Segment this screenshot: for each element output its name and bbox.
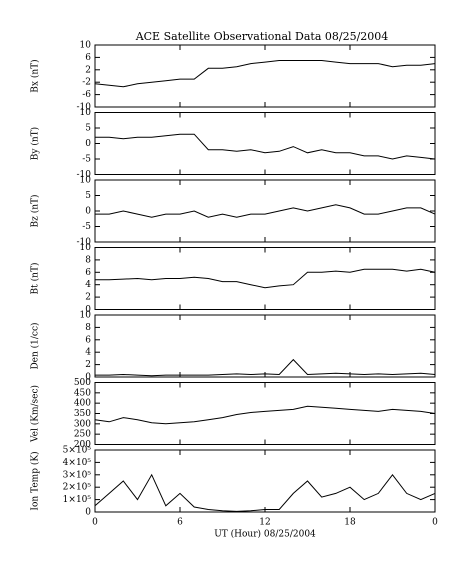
y-tick-label: 0 [85,207,91,217]
x-tick-label: 0 [432,518,438,528]
y-tick-label: 5×10⁵ [63,446,92,456]
y-tick-label: 2 [85,360,91,370]
y-tick-label: 300 [74,419,91,429]
y-axis-label: Den (1/cc) [30,322,41,369]
y-tick-label: 4 [85,348,91,358]
y-tick-label: 0 [85,305,91,315]
y-tick-label: -5 [82,222,91,232]
y-tick-label: -10 [77,170,92,180]
y-tick-label: 5 [85,124,91,134]
y-axis-label: By (nT) [30,127,41,160]
y-tick-label: 8 [85,255,91,265]
y-tick-label: 6 [85,335,91,345]
panel-frame [94,179,436,243]
data-line [95,358,436,377]
y-tick-label: 500 [74,378,91,388]
data-line [95,204,436,218]
panel-frame [94,247,436,310]
y-tick-label: 2×10⁵ [63,483,92,493]
y-tick-label: 0 [85,139,91,149]
panel-frame [94,314,436,378]
y-tick-label: 450 [74,388,91,398]
panel-frame [94,44,436,108]
data-line [94,405,436,425]
panel-frame [94,112,436,175]
y-tick-label: 4×10⁵ [63,458,92,468]
data-line [94,60,436,88]
y-tick-label: 6 [85,268,91,278]
y-axis-label: Bx (nT) [30,59,41,92]
y-tick-label: 3×10⁵ [63,470,92,480]
y-axis-label: Vel (Km/sec) [30,385,41,443]
data-line [94,473,436,512]
panel-frame [94,449,436,513]
y-tick-label: 200 [74,440,91,450]
y-tick-label: 10 [80,176,92,186]
y-tick-label: -10 [77,238,92,248]
y-tick-label: 10 [80,243,92,253]
y-tick-label: -5 [82,155,91,165]
y-tick-label: 8 [85,323,91,333]
x-tick-label: 12 [259,518,270,528]
y-tick-label: 250 [74,430,91,440]
y-tick-label: -6 [82,90,91,100]
y-tick-label: 6 [85,53,91,63]
y-axis-label: Bt (nT) [30,263,41,295]
x-tick-label: 6 [177,518,183,528]
y-tick-label: -2 [82,78,91,88]
data-line [95,268,436,289]
y-tick-label: 10 [80,311,92,321]
chart-title: ACE Satellite Observational Data 08/25/2… [135,30,389,43]
panel-frame [94,382,436,445]
y-axis-label: Bz (nT) [30,194,41,227]
y-tick-label: 10 [80,41,92,51]
y-tick-label: 400 [74,399,91,409]
y-tick-label: 0 [85,508,91,518]
y-tick-label: 5 [85,191,91,201]
data-line [95,133,436,160]
x-axis-label: UT (Hour) 08/25/2004 [214,529,316,540]
x-tick-label: 18 [344,518,356,528]
y-tick-label: 350 [74,409,91,419]
y-tick-label: 2 [85,65,91,75]
x-tick-label: 0 [92,518,98,528]
y-axis-label: Ion Temp (K) [30,451,41,510]
y-tick-label: 10 [80,108,92,118]
y-tick-label: 1×10⁵ [63,495,92,505]
y-tick-label: 4 [85,280,91,290]
y-tick-label: 2 [85,293,91,303]
y-tick-label: 0 [85,373,91,383]
y-tick-label: -10 [77,103,92,113]
